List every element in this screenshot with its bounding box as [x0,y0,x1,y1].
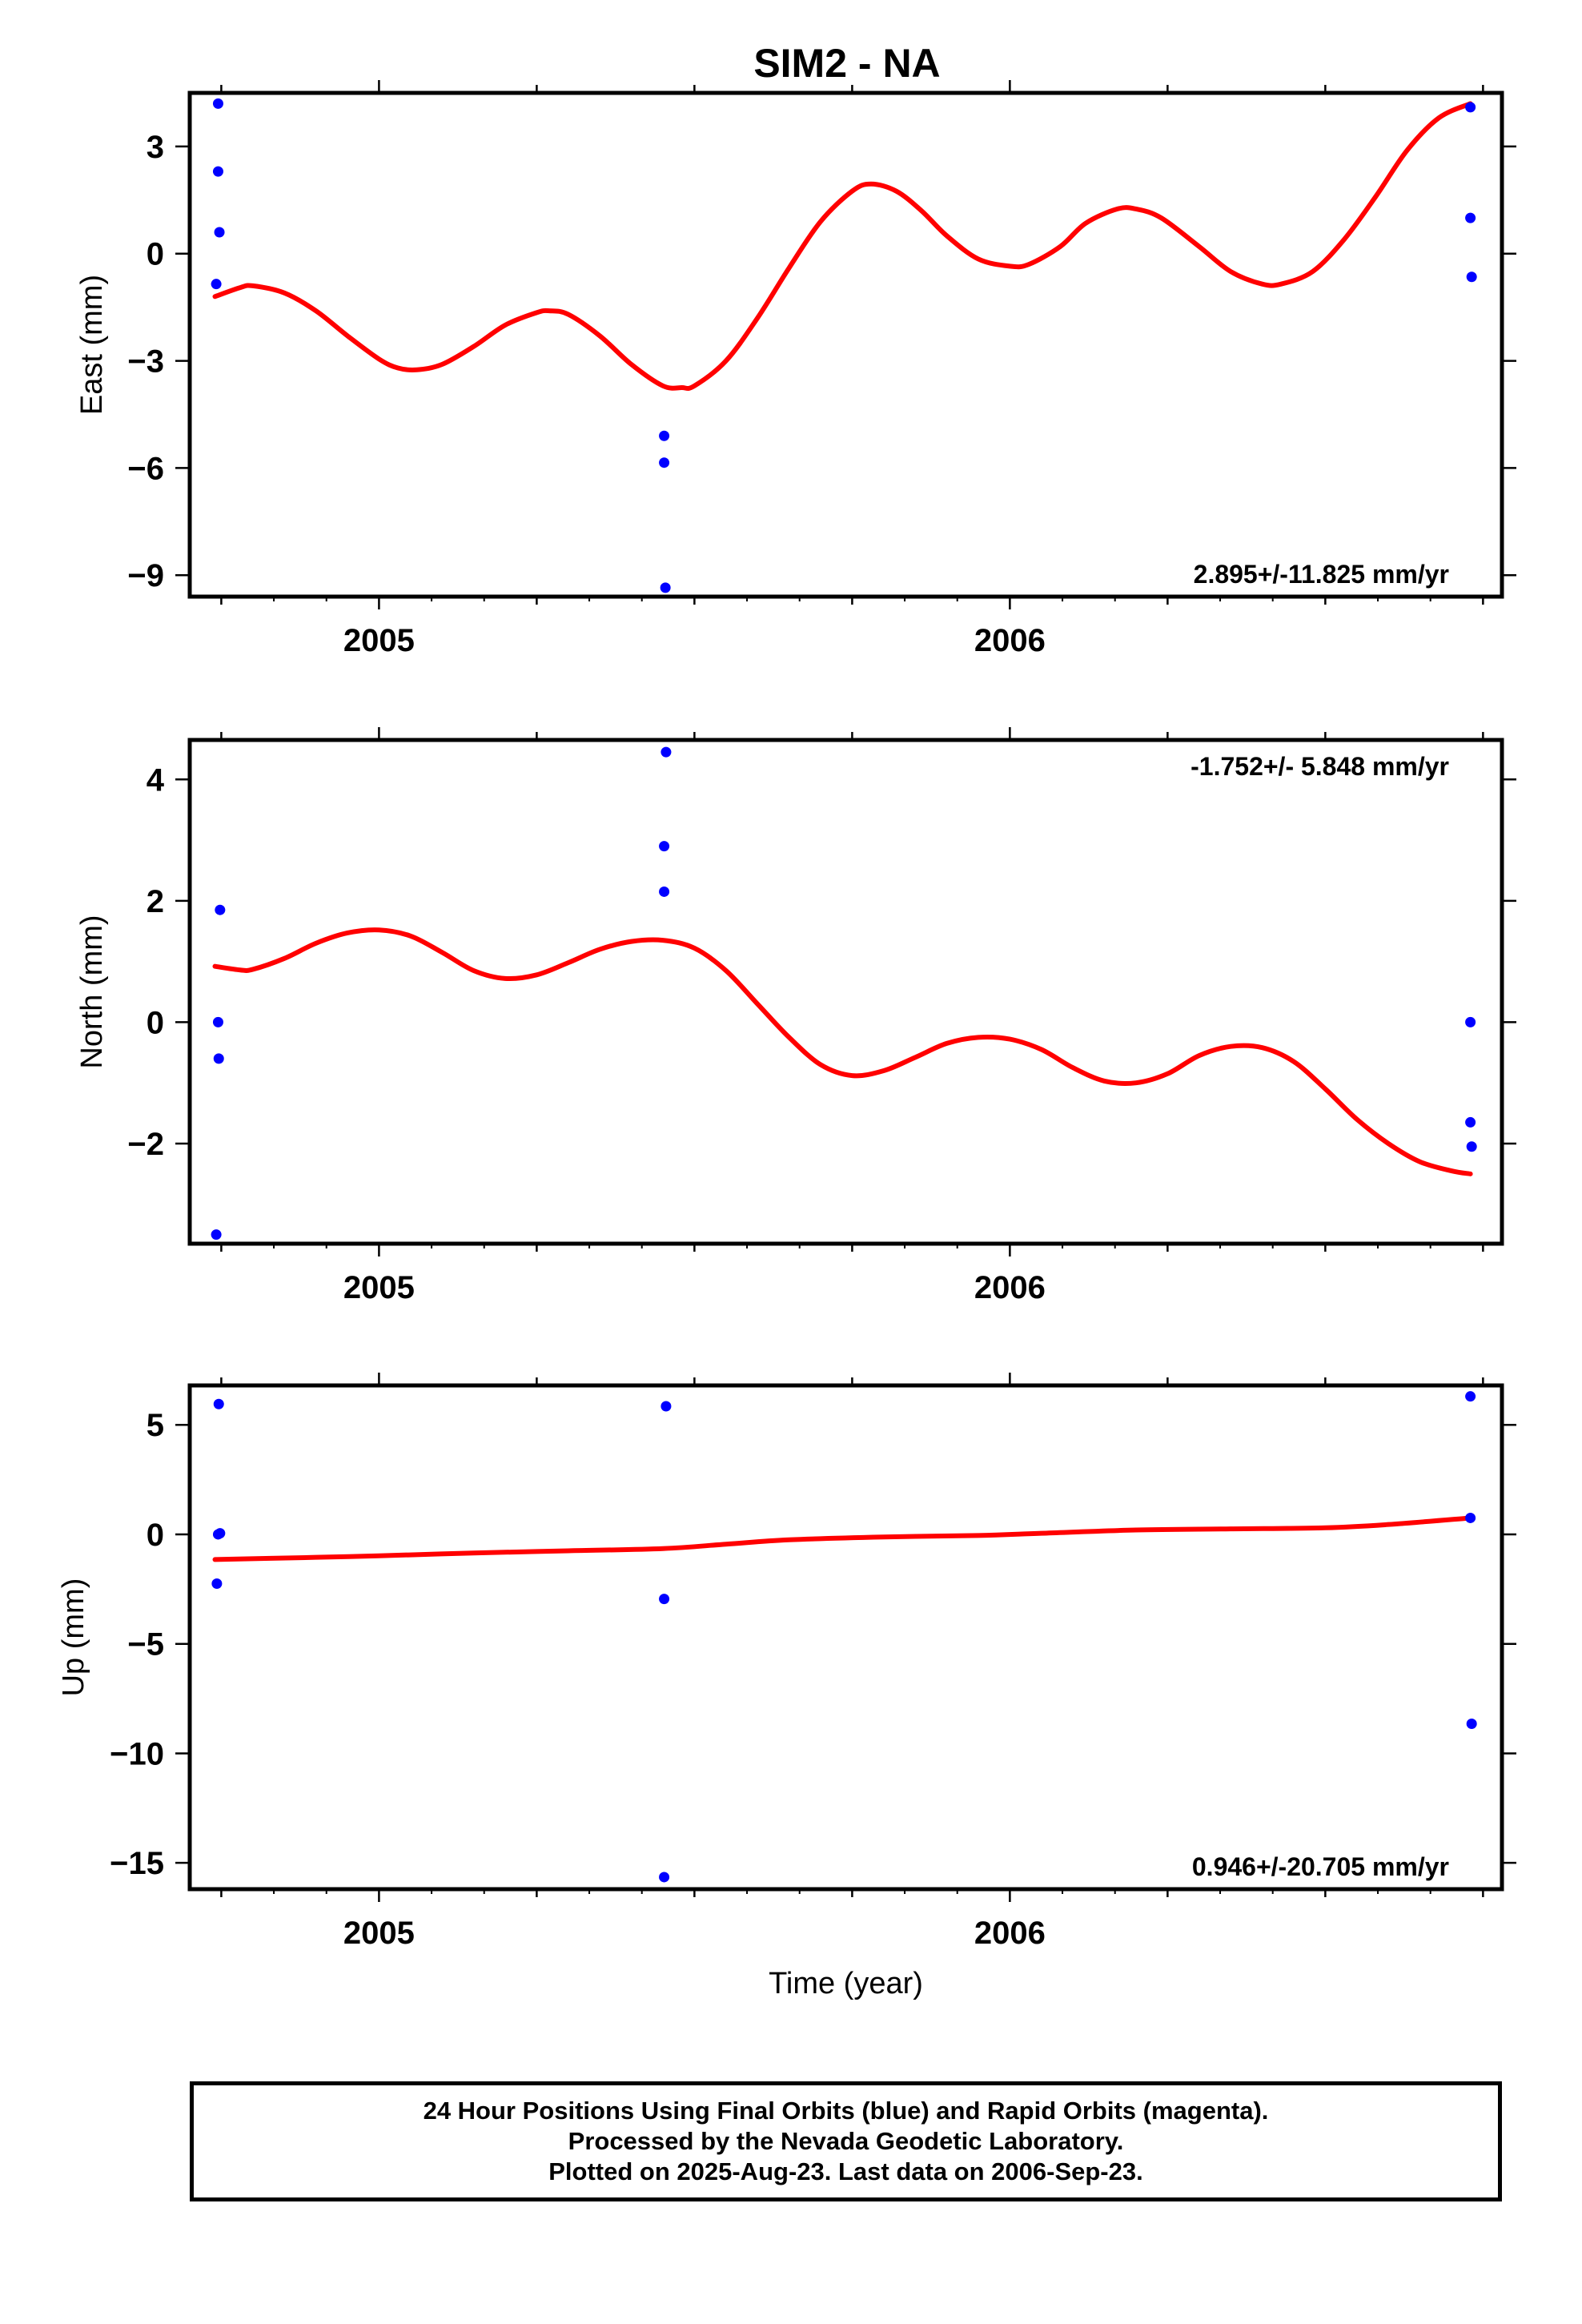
plot-frame [187,90,1504,599]
data-point [661,1401,672,1412]
data-point [1465,1391,1476,1402]
fit-curve [212,1515,1473,1562]
rate-label: 0.946+/-20.705 mm/yr [1192,1852,1449,1881]
data-point [1465,1016,1476,1027]
y-tick-label: −10 [110,1736,164,1771]
footer-line-2: Processed by the Nevada Geodetic Laborat… [568,2127,1124,2155]
x-tick-label: 2005 [343,1270,415,1305]
plot-frame [187,1383,1504,1892]
y-tick-label: 2 [147,884,164,919]
data-point [1466,271,1477,283]
data-point [659,430,670,441]
data-point [659,1594,670,1605]
data-point [1466,1719,1477,1730]
x-tick-label: 2006 [974,1916,1046,1951]
data-point [659,1872,670,1883]
data-point [215,904,226,915]
y-tick-label: −15 [110,1846,164,1881]
data-point [1466,1141,1477,1152]
y-tick-label: 0 [147,1005,164,1040]
data-point [214,227,225,238]
data-point [1465,212,1476,223]
footer-line-1: 24 Hour Positions Using Final Orbits (bl… [423,2097,1269,2125]
y-axis-label: East (mm) [75,275,109,415]
y-tick-label: 0 [147,1518,164,1553]
y-tick-label: −6 [127,451,164,486]
x-tick-label: 2005 [343,623,415,658]
data-point [661,746,672,758]
rate-label: 2.895+/-11.825 mm/yr [1194,560,1449,589]
y-tick-label: 4 [147,762,165,798]
data-point [213,1053,224,1064]
data-point [213,1398,224,1409]
data-point [211,1578,223,1589]
x-tick-label: 2005 [343,1916,415,1951]
y-tick-label: −2 [127,1127,164,1162]
data-point [659,457,670,468]
y-tick-label: 5 [147,1408,164,1443]
data-point [1465,1116,1476,1128]
panel-east: 2005 2006 3 0 −3 −6 −9 East (mm) 2.895+/-11.825 … [75,80,1516,658]
rate-label: -1.752+/- 5.848 mm/yr [1191,752,1449,781]
y-axis-label: North (mm) [75,915,109,1068]
x-axis-label: Time (year) [769,1967,923,2000]
data-point [215,1528,226,1539]
y-tick-label: −3 [127,344,164,380]
data-point [212,1016,223,1027]
footer-line-3: Plotted on 2025-Aug-23. Last data on 200… [548,2157,1143,2185]
fit-curve [212,927,1473,1176]
x-tick-label: 2006 [974,623,1046,658]
data-point [212,166,223,177]
plot-frame [187,738,1504,1246]
panel-north: 2005 2006 4 2 0 −2 North (mm) -1.752+/- 5.848 m… [75,727,1516,1305]
x-tick-label: 2006 [974,1270,1046,1305]
footer-box: 24 Hour Positions Using Final Orbits (bl… [190,2081,1502,2201]
data-point [211,1229,222,1240]
data-point [659,841,670,852]
data-point [1465,102,1476,113]
y-tick-label: −5 [127,1627,164,1663]
chart-title: SIM2 - NA [753,41,940,86]
fit-curve [212,101,1473,392]
data-point [1465,1512,1476,1523]
y-tick-label: 0 [147,237,164,272]
y-tick-label: −9 [127,558,164,593]
data-point [659,886,670,897]
data-point [211,279,222,290]
y-tick-label: 3 [147,130,164,165]
y-axis-label: Up (mm) [57,1578,90,1697]
data-point [660,582,671,593]
panel-up: 2005 2006 5 0 −5 −10 −15 Up (mm) Time (year) 0.94… [57,1373,1516,2000]
data-point [212,98,223,109]
